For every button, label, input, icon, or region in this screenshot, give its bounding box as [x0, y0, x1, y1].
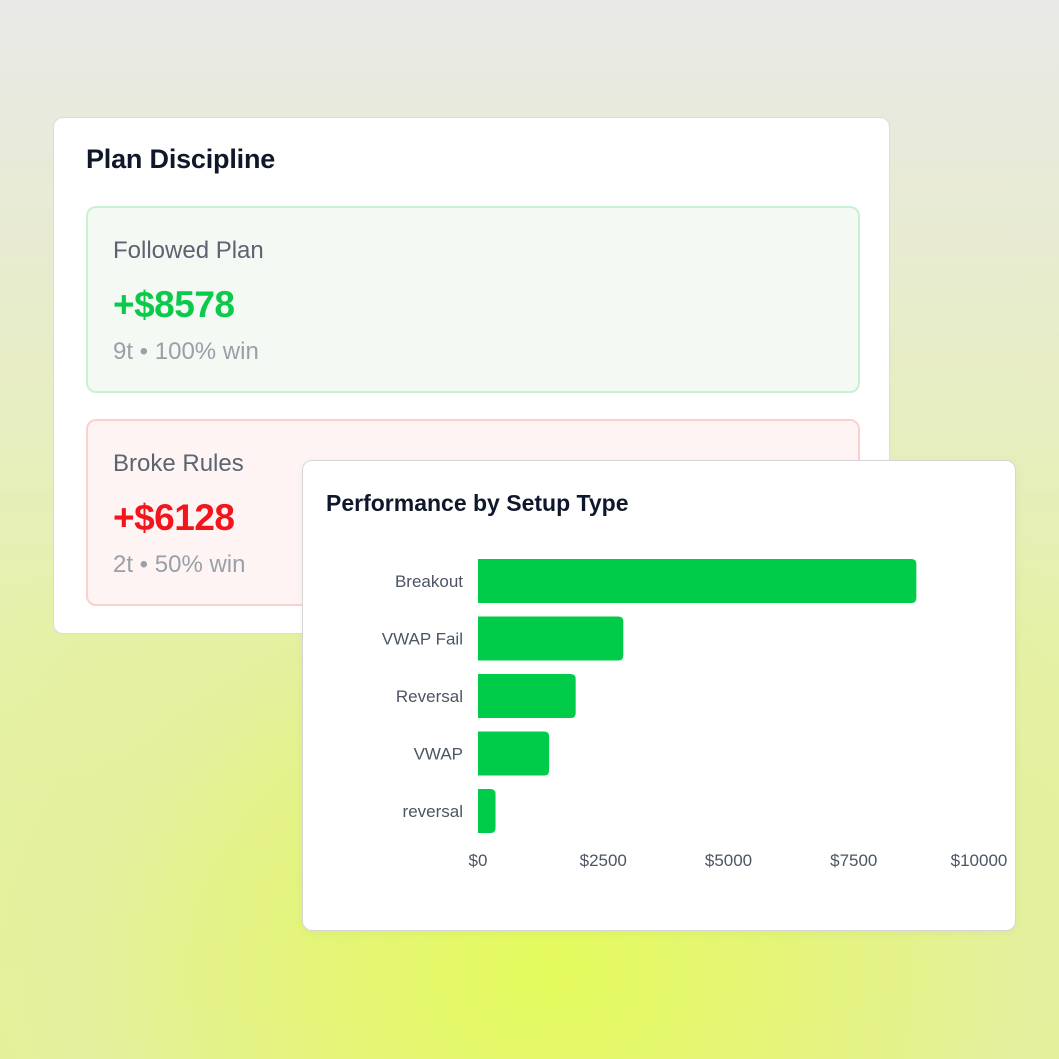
broke-rules-detail: 2t • 50% win [113, 551, 246, 578]
broke-rules-label: Broke Rules [113, 450, 244, 477]
followed-plan-label: Followed Plan [113, 237, 264, 264]
plan-discipline-title: Plan Discipline [86, 144, 276, 174]
category-label: reversal [403, 802, 463, 821]
category-label: VWAP [414, 745, 463, 764]
category-label: VWAP Fail [382, 630, 463, 649]
x-tick-label: $0 [469, 851, 488, 870]
bar-vwap-3 [478, 731, 550, 776]
x-tick-label: $10000 [951, 851, 1008, 870]
category-label: Breakout [395, 572, 463, 591]
followed-plan-stat: Followed Plan +$8578 9t • 100% win [86, 206, 860, 393]
followed-plan-value: +$8578 [113, 284, 235, 325]
x-tick-label: $7500 [830, 851, 877, 870]
setup-performance-card: Breakout VWAP Fail Reversal VWAP reversal $0 $… [302, 460, 1016, 931]
bar-breakout-0 [478, 559, 917, 603]
x-tick-label: $2500 [580, 851, 627, 870]
setup-performance-title: Performance by Setup Type [326, 490, 629, 516]
broke-rules-value: +$6128 [113, 497, 235, 538]
followed-plan-detail: 9t • 100% win [113, 338, 259, 365]
bar-reversal-2 [478, 674, 576, 718]
bar-reversal-4 [478, 789, 496, 833]
x-tick-label: $5000 [705, 851, 752, 870]
setup-performance-chart: Breakout VWAP Fail Reversal VWAP reversal $0 $… [382, 559, 1008, 870]
category-label: Reversal [396, 687, 463, 706]
bar-vwap-fail-1 [478, 616, 624, 661]
